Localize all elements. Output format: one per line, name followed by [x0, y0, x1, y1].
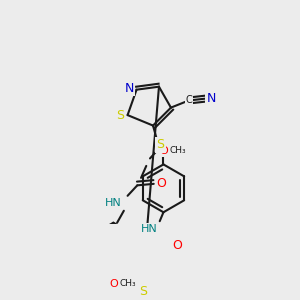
Text: HN: HN	[105, 198, 122, 208]
Text: CH₃: CH₃	[119, 280, 136, 289]
Text: O: O	[173, 239, 183, 252]
Text: S: S	[157, 139, 164, 152]
Text: S: S	[139, 285, 147, 298]
Text: S: S	[116, 109, 124, 122]
Text: HN: HN	[141, 224, 158, 234]
Text: N: N	[207, 92, 216, 105]
Text: N: N	[124, 82, 134, 95]
Text: O: O	[159, 146, 168, 156]
Text: CH₃: CH₃	[169, 146, 186, 155]
Text: O: O	[156, 177, 166, 190]
Text: C: C	[185, 95, 192, 105]
Text: O: O	[109, 279, 118, 289]
